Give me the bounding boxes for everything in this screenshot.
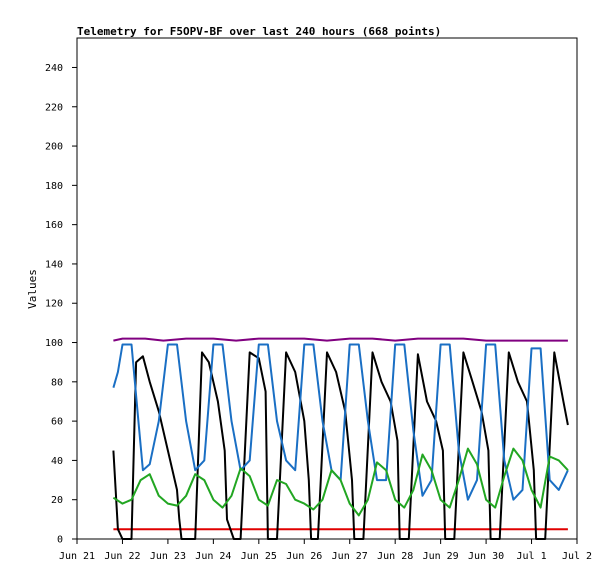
x-tick-label: Jun 27	[332, 551, 368, 562]
x-tick-label: Jun 24	[195, 551, 231, 562]
y-tick-label: 180	[45, 181, 63, 192]
series-line-purple	[113, 337, 568, 342]
x-tick-label: Jun 23	[150, 551, 186, 562]
series-line-green	[112, 447, 569, 517]
plot-frame	[76, 37, 578, 540]
y-tick-label: 160	[45, 220, 63, 231]
chart-title: Telemetry for F5OPV-BF over last 240 hou…	[77, 25, 441, 38]
series-lines	[112, 337, 569, 540]
x-tick-label: Jun 29	[423, 551, 459, 562]
y-tick-label: 0	[57, 535, 63, 546]
y-tick-label: 220	[45, 102, 63, 113]
y-tick-label: 200	[45, 142, 63, 153]
x-tick-label: Jun 28	[377, 551, 413, 562]
y-tick-label: 80	[51, 377, 63, 388]
x-tick-label: Jun 25	[241, 551, 277, 562]
y-axis-label: Values	[26, 269, 39, 309]
y-tick-label: 20	[51, 495, 63, 506]
series-line-black	[112, 351, 569, 540]
y-tick-label: 240	[45, 63, 63, 74]
series-line-blue	[112, 343, 569, 501]
y-tick-label: 140	[45, 259, 63, 270]
x-tick-label: Jun 30	[468, 551, 504, 562]
y-tick-label: 100	[45, 338, 63, 349]
x-tick-label: Jun 26	[286, 551, 322, 562]
x-tick-label: Jul 1	[516, 551, 546, 562]
x-tick-label: Jul 2	[562, 551, 592, 562]
x-tick-label: Jun 21	[59, 551, 95, 562]
y-tick-label: 60	[51, 417, 63, 428]
grid-and-ticks: 0 20 40 60 80 100 120 140 160 180 200 220 240 Jun 21 J…	[45, 63, 592, 562]
x-tick-label: Jun 22	[104, 551, 140, 562]
y-tick-label: 120	[45, 299, 63, 310]
y-tick-label: 40	[51, 456, 63, 467]
